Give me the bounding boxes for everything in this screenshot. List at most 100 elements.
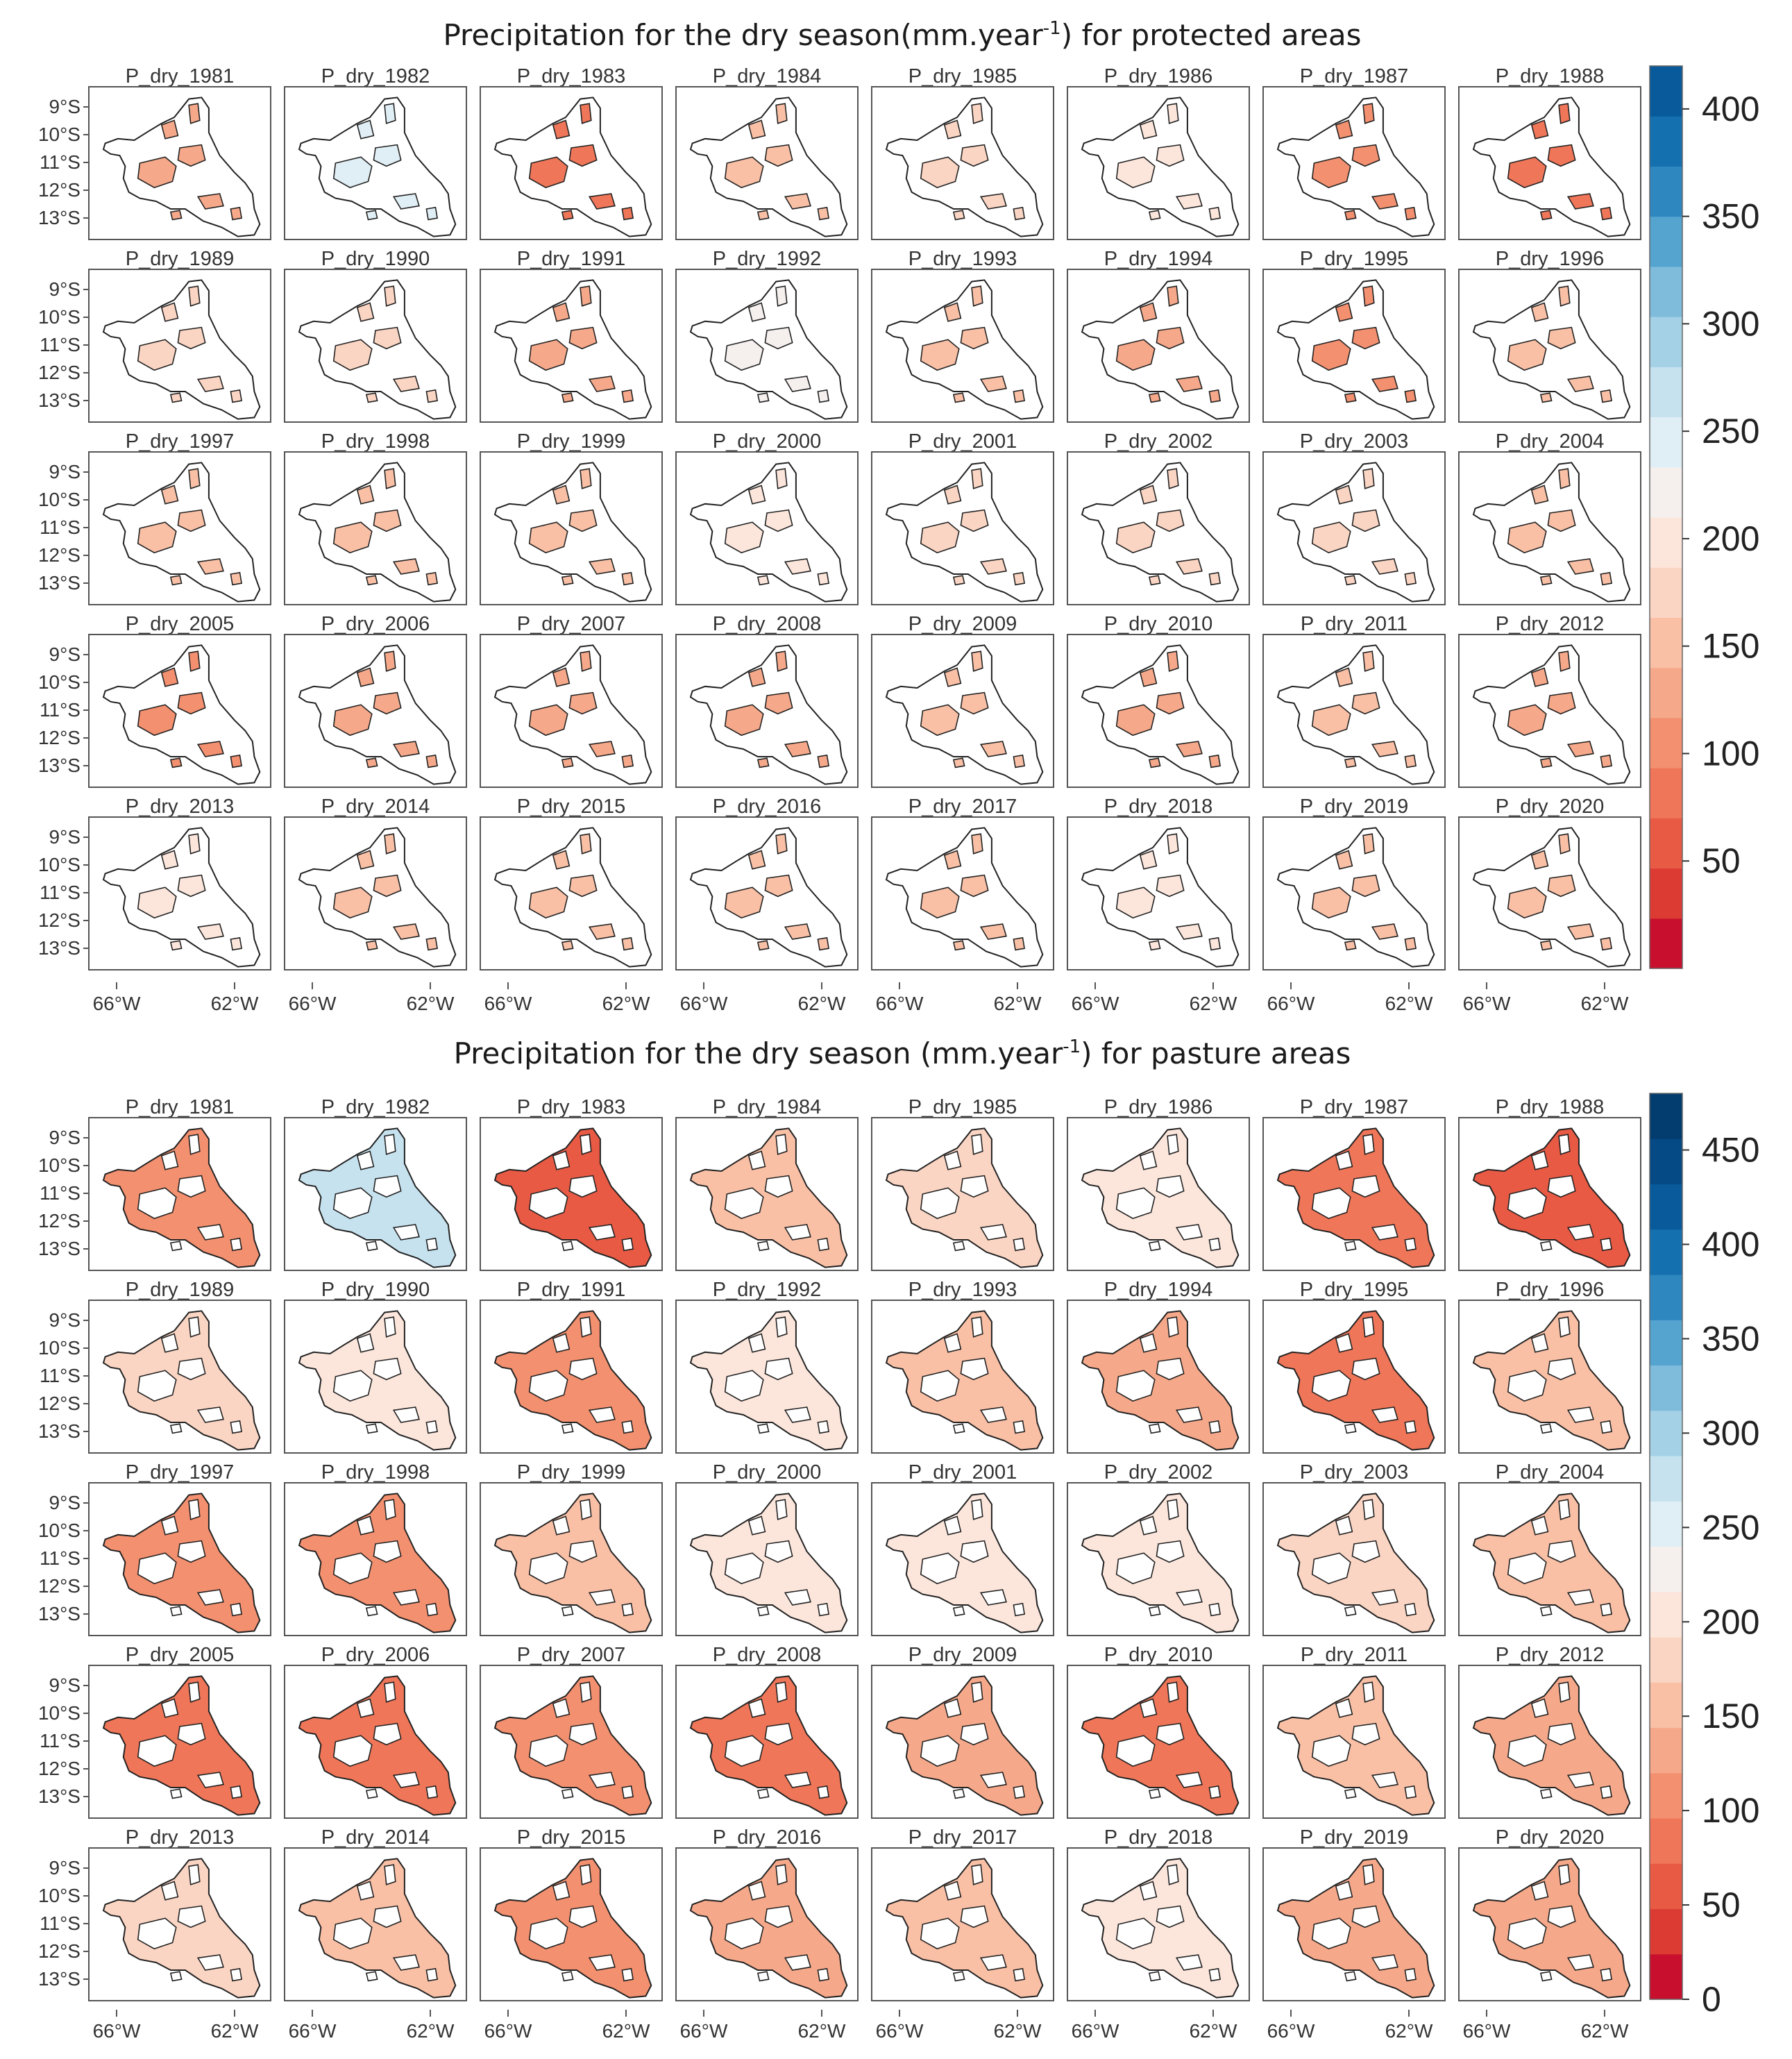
protected-area-4 <box>392 923 420 940</box>
map-panel-2013: P_dry_2013 9°S 10°S 11°S 12°S 13°S <box>38 1826 271 2001</box>
protected-area-2 <box>160 667 179 687</box>
excluded-area-6 <box>365 1606 378 1617</box>
excluded-area-4 <box>979 1224 1007 1241</box>
region-outline <box>1472 279 1631 420</box>
title-suffix: ) for pasture areas <box>1081 1036 1351 1070</box>
protected-area-0 <box>1115 886 1156 919</box>
map-panel-1998: P_dry_1998 <box>284 1461 467 1636</box>
excluded-area-2 <box>356 1150 375 1170</box>
protected-area-3 <box>1362 833 1375 855</box>
protected-area-2 <box>943 119 962 140</box>
excluded-area-3 <box>1362 1681 1375 1703</box>
region-outline <box>1472 644 1631 785</box>
protected-area-4 <box>784 741 811 757</box>
region-outline <box>493 279 652 420</box>
excluded-area-4 <box>979 1589 1007 1606</box>
map-panel-1993: P_dry_1993 <box>871 248 1054 423</box>
title-main: Precipitation for the dry season (mm.yea… <box>454 1036 1063 1070</box>
excluded-area-2 <box>1335 1150 1353 1170</box>
excluded-area-1 <box>373 1905 402 1928</box>
protected-area-4 <box>979 558 1007 575</box>
protected-area-0 <box>332 886 373 919</box>
colorbar-swatch <box>1650 868 1682 919</box>
excluded-area-2 <box>356 1333 375 1353</box>
excluded-area-5 <box>425 1602 439 1617</box>
excluded-area-6 <box>1344 1423 1357 1434</box>
excluded-area-4 <box>392 1406 420 1423</box>
region-outline <box>298 462 457 603</box>
excluded-area-5 <box>1600 1420 1613 1434</box>
excluded-area-2 <box>1335 1698 1353 1718</box>
protected-area-4 <box>392 376 420 392</box>
map-panel-title: P_dry_1992 <box>713 1279 821 1301</box>
excluded-area-5 <box>425 1420 439 1434</box>
excluded-area-3 <box>775 1864 788 1885</box>
excluded-area-6 <box>169 1423 183 1434</box>
map-panel-title: P_dry_1996 <box>1496 248 1604 270</box>
protected-area-3 <box>580 285 592 307</box>
protected-area-6 <box>952 392 965 403</box>
map-panel-2020: P_dry_2020 <box>1458 1826 1641 2001</box>
colorbar-tick-label: 100 <box>1702 734 1759 773</box>
protected-area-1 <box>1547 326 1576 350</box>
protected-area-5 <box>1208 389 1222 403</box>
protected-area-0 <box>724 339 764 371</box>
colorbar-tick-label: 200 <box>1702 519 1759 558</box>
protected-area-1 <box>1351 691 1380 715</box>
excluded-area-3 <box>1558 1681 1571 1703</box>
pasture-areas-grid: P_dry_1981 9°S 10°S 11°S 12°S 13°S P_dry_1982 P… <box>38 1096 1641 2001</box>
map-panel-2013: P_dry_2013 9°S 10°S 11°S 12°S 13°S <box>38 796 271 970</box>
protected-area-1 <box>1351 144 1380 167</box>
protected-area-0 <box>137 886 177 919</box>
excluded-area-4 <box>1371 1224 1398 1241</box>
protected-area-0 <box>920 704 960 737</box>
excluded-area-4 <box>1566 1589 1594 1606</box>
map-panel-title: P_dry_2003 <box>1300 1461 1408 1484</box>
x-tick-label: 66°W <box>93 2020 141 2042</box>
excluded-area-4 <box>784 1772 811 1788</box>
map-panel-title: P_dry_2012 <box>1496 1644 1604 1666</box>
region-outline <box>298 644 457 785</box>
protected-area-3 <box>971 650 983 672</box>
map-panel-2005: P_dry_2005 9°S 10°S 11°S 12°S 13°S <box>38 613 271 788</box>
excluded-area-5 <box>1013 1237 1026 1252</box>
protected-area-6 <box>365 392 378 403</box>
map-panel-2002: P_dry_2002 <box>1067 430 1250 605</box>
protected-area-4 <box>784 923 811 940</box>
map-panel-1986: P_dry_1986 <box>1067 1096 1250 1271</box>
colorbar-swatch <box>1650 116 1682 167</box>
excluded-area-0 <box>528 1735 568 1767</box>
protected-area-2 <box>1139 485 1158 505</box>
excluded-area-0 <box>920 1917 960 1950</box>
excluded-area-1 <box>1547 1175 1576 1198</box>
excluded-area-3 <box>971 1134 983 1155</box>
protected-area-4 <box>1371 558 1398 575</box>
x-tick-label: 66°W <box>876 2020 924 2042</box>
excluded-area-0 <box>1311 1552 1351 1585</box>
excluded-area-1 <box>764 1540 793 1563</box>
protected-area-1 <box>764 509 793 532</box>
protected-area-3 <box>1167 285 1179 307</box>
excluded-area-5 <box>1600 1967 1613 1982</box>
excluded-area-6 <box>952 1241 965 1252</box>
excluded-area-2 <box>747 1698 766 1718</box>
protected-area-4 <box>1566 923 1594 940</box>
colorbar-tick-label: 400 <box>1702 90 1759 128</box>
excluded-area-5 <box>425 1785 439 1799</box>
excluded-area-2 <box>1139 1881 1158 1901</box>
excluded-area-5 <box>1208 1237 1222 1252</box>
protected-area-5 <box>817 571 830 586</box>
map-panel-title: P_dry_2005 <box>126 613 234 635</box>
map-panel-1995: P_dry_1995 <box>1262 248 1446 423</box>
protected-area-1 <box>764 691 793 715</box>
protected-area-6 <box>561 392 574 403</box>
map-panel-title: P_dry_2012 <box>1496 613 1604 635</box>
map-panel-title: P_dry_2017 <box>908 796 1017 818</box>
map-panel-1992: P_dry_1992 <box>675 1279 859 1454</box>
protected-area-4 <box>1175 558 1203 575</box>
protected-area-6 <box>365 940 378 951</box>
map-panel-title: P_dry_1986 <box>1104 1096 1212 1118</box>
excluded-area-2 <box>747 1881 766 1901</box>
map-panel-1984: P_dry_1984 <box>675 1096 859 1271</box>
map-panel-title: P_dry_1988 <box>1496 1096 1604 1118</box>
